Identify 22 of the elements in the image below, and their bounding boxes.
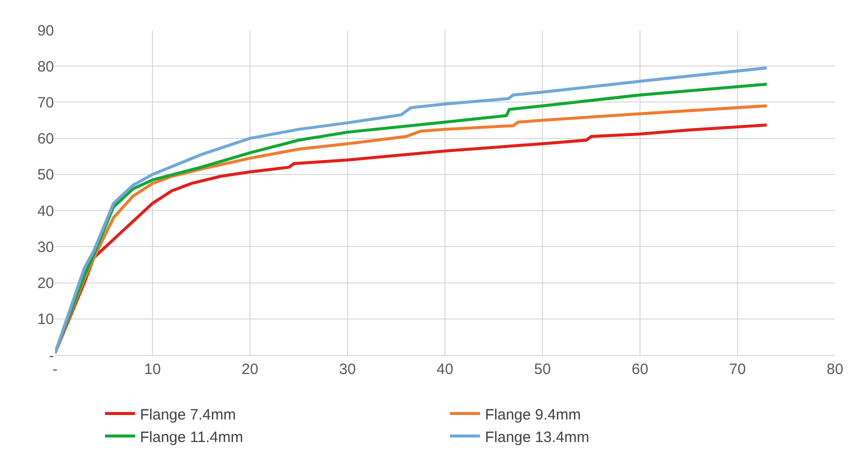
x-tick-label: 10 — [144, 361, 161, 378]
y-tick-label: 60 — [37, 130, 54, 148]
legend-label: Flange 13.4mm — [485, 428, 590, 446]
legend-label: Flange 11.4mm — [140, 428, 244, 446]
x-tick-label: 50 — [534, 361, 551, 378]
x-tick-label: 60 — [632, 361, 648, 378]
y-tick-label: 80 — [37, 58, 54, 76]
y-tick-label: 90 — [37, 22, 54, 40]
x-tick-label: 70 — [729, 361, 746, 378]
x-tick-label: 20 — [242, 361, 258, 378]
y-tick-label: 10 — [37, 311, 54, 328]
x-tick-label: 30 — [339, 361, 356, 378]
legend-label: Flange 7.4mm — [140, 406, 236, 424]
y-tick-label: 30 — [37, 238, 54, 256]
y-tick-label: 70 — [37, 94, 54, 112]
y-tick-label: - — [49, 347, 54, 364]
y-tick-label: 50 — [37, 166, 54, 184]
legend-label: Flange 9.4mm — [485, 406, 581, 424]
x-tick-label: 80 — [826, 361, 844, 378]
x-tick-label: 40 — [436, 361, 454, 378]
y-tick-label: 20 — [37, 275, 54, 292]
y-tick-label: 40 — [37, 202, 54, 220]
